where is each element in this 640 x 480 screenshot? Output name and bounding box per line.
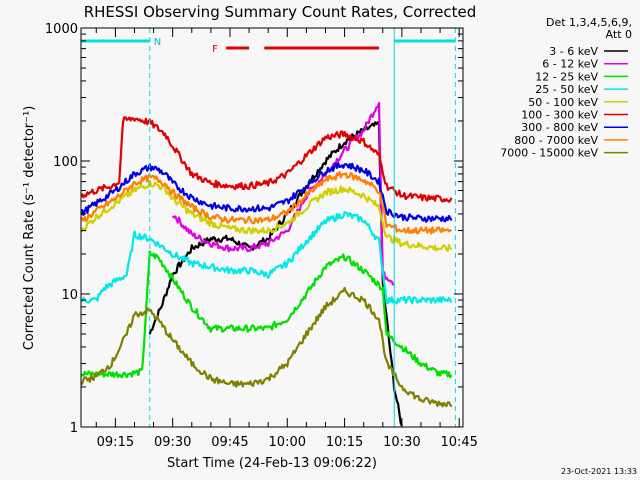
flare-label: F xyxy=(212,44,218,55)
x-tick-label: 10:30 xyxy=(383,435,420,450)
legend-label: 6 - 12 keV xyxy=(542,58,598,71)
x-tick-label: 10:00 xyxy=(269,435,306,450)
x-tick-label: 09:45 xyxy=(211,435,248,450)
legend-label: 25 - 50 keV xyxy=(535,83,598,96)
legend-item: 300 - 800 keV xyxy=(521,121,628,134)
x-tick-label: 10:45 xyxy=(440,435,477,450)
x-tick-label: 09:30 xyxy=(154,435,191,450)
plot-frame xyxy=(80,27,464,428)
series-layer xyxy=(81,102,453,427)
legend-label: 300 - 800 keV xyxy=(521,121,598,134)
legend-item: 3 - 6 keV xyxy=(549,45,628,58)
legend-label: 50 - 100 keV xyxy=(528,96,598,109)
chart-title: RHESSI Observing Summary Count Rates, Co… xyxy=(84,3,477,21)
legend-item: 12 - 25 keV xyxy=(535,70,628,83)
night-label: N xyxy=(154,37,161,48)
legend-header-attenuator: Att 0 xyxy=(606,28,632,41)
series-line-100-300-kev xyxy=(81,116,453,203)
y-axis: 1 10 100 1000 xyxy=(45,22,463,436)
legend-item: 800 - 7000 keV xyxy=(514,134,628,147)
legend-label: 3 - 6 keV xyxy=(549,45,598,58)
series-line-50-100-kev xyxy=(81,179,453,252)
legend-item: 25 - 50 keV xyxy=(535,83,628,96)
x-axis: 09:15 09:30 09:45 10:00 10:15 10:30 10:45 xyxy=(95,28,478,450)
legend-header-detectors: Det 1,3,4,5,6,9, xyxy=(546,16,632,29)
legend-label: 800 - 7000 keV xyxy=(514,134,598,147)
x-tick-label: 09:15 xyxy=(97,435,134,450)
series-line-800-7000-kev xyxy=(81,171,453,235)
y-tick-label: 100 xyxy=(53,155,78,170)
legend-item: 100 - 300 keV xyxy=(521,109,628,122)
series-line-12-25-kev xyxy=(81,250,453,379)
y-tick-label: 10 xyxy=(61,288,78,303)
x-tick-label: 10:15 xyxy=(326,435,363,450)
series-line-25-50-kev xyxy=(81,211,453,305)
plot-timestamp: 23-Oct-2021 13:33 xyxy=(561,467,637,476)
legend-label: 12 - 25 keV xyxy=(535,70,598,83)
legend-item: 6 - 12 keV xyxy=(542,58,628,71)
y-tick-label: 1000 xyxy=(45,22,78,37)
legend-item: 7000 - 15000 keV xyxy=(500,147,628,160)
series-line-7000-15000-kev xyxy=(81,286,453,408)
legend-label: 100 - 300 keV xyxy=(521,109,598,122)
series-line-300-800-kev xyxy=(81,162,453,223)
legend-label: 7000 - 15000 keV xyxy=(500,147,598,160)
x-axis-label: Start Time (24-Feb-13 09:06:22) xyxy=(167,456,377,471)
y-axis-label: Corrected Count Rate (s⁻¹ detector⁻¹) xyxy=(22,106,37,351)
legend-item: 50 - 100 keV xyxy=(528,96,628,109)
y-tick-label: 1 xyxy=(70,421,78,436)
